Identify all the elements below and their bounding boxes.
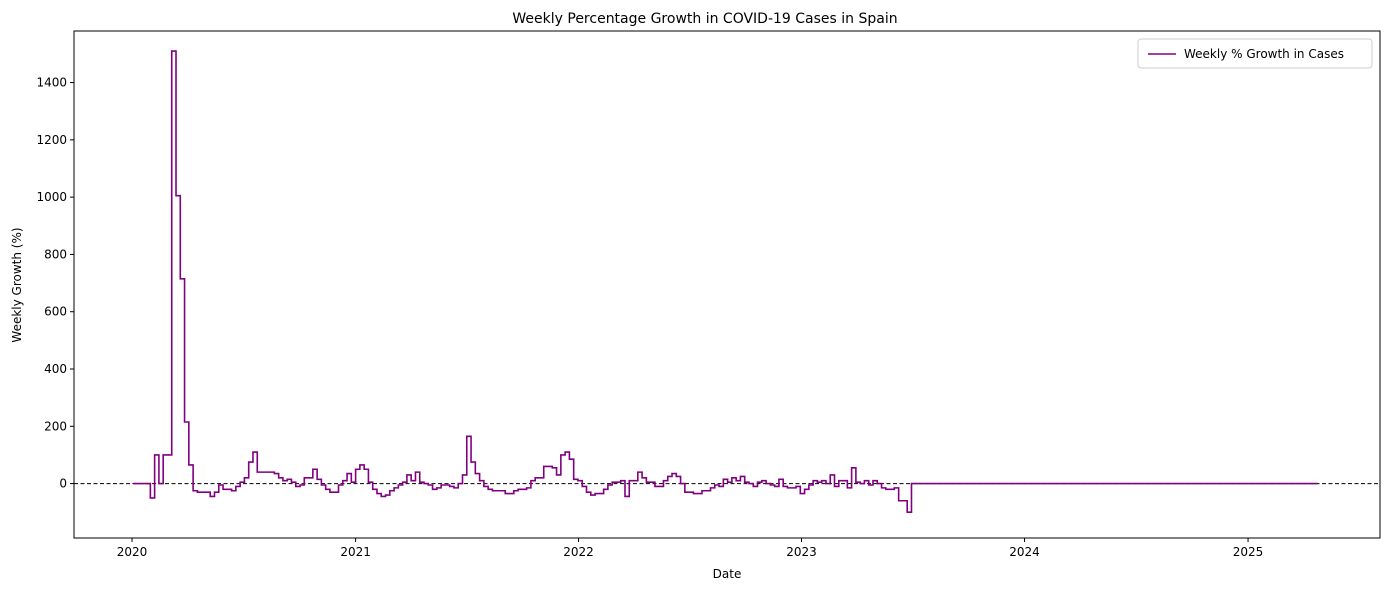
legend: Weekly % Growth in Cases bbox=[1137, 38, 1373, 69]
y-tick-label-400: 400 bbox=[44, 362, 67, 376]
y-tick-label-0: 0 bbox=[59, 477, 67, 491]
series-line-0 bbox=[133, 50, 1318, 514]
x-axis-title: Date bbox=[713, 567, 742, 581]
y-tick-label-1400: 1400 bbox=[36, 76, 67, 90]
chart-title: Weekly Percentage Growth in COVID-19 Cas… bbox=[512, 11, 897, 27]
y-tick-label-1000: 1000 bbox=[36, 190, 67, 204]
plot-area bbox=[74, 50, 1380, 514]
y-tick-label-800: 800 bbox=[44, 247, 67, 261]
x-tick-label-2020: 2020 bbox=[117, 545, 148, 559]
x-tick-label-2022: 2022 bbox=[563, 545, 594, 559]
x-axis: 2020 2021 2022 2023 2024 2025 bbox=[117, 538, 1264, 559]
legend-box bbox=[1137, 38, 1373, 69]
y-axis: 0 200 400 600 800 1000 1200 1400 bbox=[36, 76, 74, 491]
legend-label: Weekly % Growth in Cases bbox=[1184, 47, 1344, 61]
axes-frame bbox=[73, 30, 1381, 539]
y-tick-label-1200: 1200 bbox=[36, 133, 67, 147]
y-tick-label-600: 600 bbox=[44, 305, 67, 319]
y-tick-label-200: 200 bbox=[44, 419, 67, 433]
y-axis-title: Weekly Growth (%) bbox=[10, 227, 24, 342]
x-tick-label-2023: 2023 bbox=[786, 545, 817, 559]
x-tick-label-2025: 2025 bbox=[1233, 545, 1264, 559]
x-tick-label-2024: 2024 bbox=[1009, 545, 1040, 559]
x-tick-label-2021: 2021 bbox=[340, 545, 371, 559]
